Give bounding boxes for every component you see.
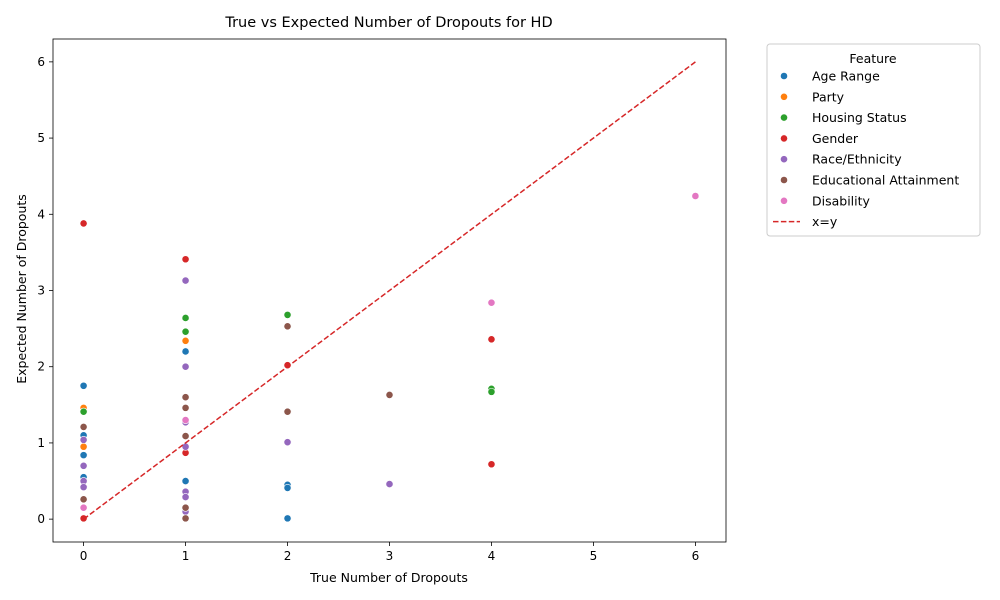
legend-title: Feature: [849, 51, 897, 66]
legend-marker: [780, 176, 788, 184]
point-race-ethnicity: [181, 362, 190, 371]
point-educational-attainment: [283, 322, 292, 331]
y-tick-label: 2: [37, 360, 45, 374]
legend-label: Race/Ethnicity: [812, 152, 902, 167]
point-race-ethnicity: [79, 435, 88, 444]
legend-label: x=y: [812, 214, 838, 229]
point-race-ethnicity: [181, 276, 190, 285]
point-educational-attainment: [181, 514, 190, 523]
reference-line-x-equals-y: [83, 61, 696, 520]
legend-marker: [780, 72, 788, 80]
legend-label: Housing Status: [812, 110, 907, 125]
legend-label: Educational Attainment: [812, 173, 959, 188]
x-tick-label: 5: [590, 549, 598, 563]
x-tick-label: 6: [692, 549, 700, 563]
point-race-ethnicity: [181, 442, 190, 451]
point-age-range: [283, 514, 292, 523]
point-gender: [283, 361, 292, 370]
x-tick-label: 4: [488, 549, 496, 563]
y-tick-label: 5: [37, 131, 45, 145]
point-race-ethnicity: [181, 493, 190, 501]
point-disability: [79, 503, 88, 512]
point-housing-status: [283, 310, 292, 319]
x-tick-label: 0: [80, 549, 88, 563]
point-gender: [79, 219, 88, 228]
legend: Feature Age Range Party Housing Status Gend…: [766, 43, 981, 237]
x-tick-label: 3: [386, 549, 394, 563]
point-educational-attainment: [283, 407, 292, 416]
point-educational-attainment: [181, 403, 190, 412]
legend-marker: [780, 134, 788, 143]
point-educational-attainment: [79, 423, 88, 431]
point-age-range: [181, 347, 190, 356]
legend-marker: [780, 196, 788, 205]
chart-title: True vs Expected Number of Dropouts for …: [224, 15, 552, 31]
point-age-range: [79, 451, 88, 460]
legend-marker: [780, 92, 788, 101]
point-age-range: [181, 477, 190, 485]
point-educational-attainment: [181, 432, 190, 440]
y-tick-label: 4: [37, 207, 45, 221]
point-educational-attainment: [79, 495, 88, 504]
y-tick-label: 6: [37, 55, 45, 69]
point-disability: [487, 298, 496, 307]
legend-marker: [780, 113, 788, 122]
axes-layer: 0 1 2 3 4 5 6 0 1 2 3 4 5 6: [37, 38, 727, 563]
point-race-ethnicity: [79, 483, 88, 492]
point-party: [181, 336, 190, 345]
point-race-ethnicity: [385, 480, 394, 488]
point-educational-attainment: [385, 391, 394, 399]
y-tick-label: 3: [37, 284, 45, 298]
point-educational-attainment: [181, 393, 190, 402]
point-gender: [487, 335, 496, 344]
point-educational-attainment: [181, 503, 190, 512]
y-tick-label: 0: [37, 512, 45, 526]
point-disability: [181, 416, 190, 424]
legend-frame: [766, 43, 981, 237]
point-disability: [691, 192, 700, 200]
point-age-range: [283, 483, 292, 492]
point-gender: [181, 255, 190, 264]
x-axis-label: True Number of Dropouts: [309, 570, 468, 585]
point-housing-status: [181, 314, 190, 322]
point-housing-status: [181, 327, 190, 336]
point-race-ethnicity: [283, 438, 292, 447]
point-gender: [487, 460, 496, 469]
point-age-range: [79, 381, 88, 390]
point-housing-status: [79, 407, 88, 416]
y-axis-label: Expected Number of Dropouts: [14, 194, 29, 384]
legend-items: Age Range Party Housing Status Gender Race/E…: [773, 69, 959, 229]
legend-label: Disability: [812, 193, 871, 208]
x-tick-label: 1: [182, 549, 190, 563]
y-tick-label: 1: [37, 436, 45, 450]
legend-label: Age Range: [812, 69, 880, 84]
point-housing-status: [487, 387, 496, 396]
point-race-ethnicity: [79, 461, 88, 470]
x-tick-label: 2: [284, 549, 292, 563]
point-party: [79, 442, 88, 451]
points-layer: [79, 61, 700, 523]
legend-label: Gender: [812, 131, 859, 146]
legend-label: Party: [812, 89, 845, 104]
legend-marker: [780, 155, 788, 164]
